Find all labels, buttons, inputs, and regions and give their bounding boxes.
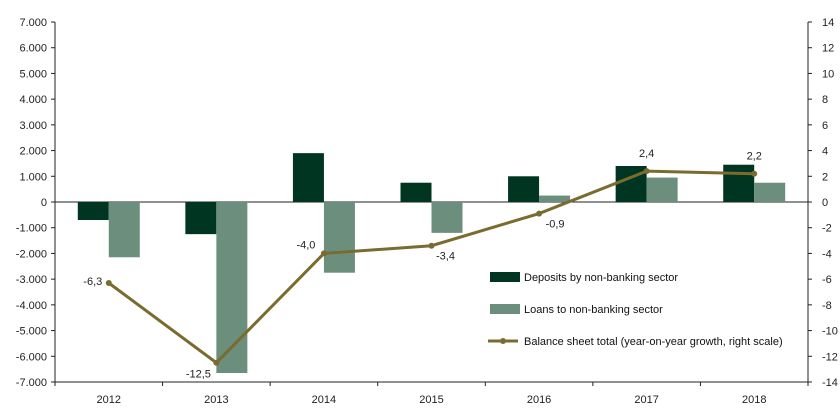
right-tick-label: 12 xyxy=(822,43,834,55)
deposits-bar xyxy=(292,153,324,202)
left-tick-label: 0 xyxy=(41,197,47,209)
balance-sheet-point xyxy=(320,250,327,257)
right-tick-label: -2 xyxy=(822,223,832,235)
right-tick-label: 6 xyxy=(822,120,828,132)
right-axis: 14 12 10 8 6 4 2 0 -2 -4 -6 -8 -10 -12 -14 xyxy=(808,17,838,389)
right-tick-label: -12 xyxy=(822,351,838,363)
right-tick-label: -6 xyxy=(822,274,832,286)
left-tick-label: -4.000 xyxy=(16,300,47,312)
right-tick-label: 8 xyxy=(822,94,828,106)
deposits-bar xyxy=(508,176,540,202)
x-tick-label: 2017 xyxy=(634,394,658,406)
right-tick-label: -10 xyxy=(822,326,838,338)
balance-sheet-data-label: 2,4 xyxy=(639,148,654,160)
left-tick-label: -7.000 xyxy=(16,377,47,389)
loans-bar xyxy=(539,195,571,202)
balance-sheet-point xyxy=(536,210,543,217)
legend: Deposits by non-banking sector Loans to n… xyxy=(484,261,783,355)
legend-item-loans: Loans to non-banking sector xyxy=(524,304,663,316)
loans-bar xyxy=(431,202,463,233)
balance-sheet-point xyxy=(643,168,650,175)
legend-box xyxy=(484,261,782,355)
balance-sheet-point xyxy=(428,242,435,249)
x-tick-label: 2016 xyxy=(527,394,551,406)
right-tick-label: -14 xyxy=(822,377,838,389)
left-tick-label: -5.000 xyxy=(16,326,47,338)
balance-sheet-data-label: -4,0 xyxy=(296,239,315,251)
loans-bar xyxy=(323,202,355,273)
bars xyxy=(77,153,786,373)
legend-swatch xyxy=(490,272,520,282)
deposits-bar xyxy=(77,202,109,220)
loans-bar xyxy=(754,182,786,202)
right-tick-label: 4 xyxy=(822,146,828,158)
left-axis: 7.000 6.000 5.000 4.000 3.000 2.000 1.000 0 -1.0… xyxy=(16,17,55,389)
right-tick-label: 14 xyxy=(822,17,834,29)
right-tick-label: -8 xyxy=(822,300,832,312)
x-axis: 2012 2013 2014 2015 2016 2017 2018 xyxy=(54,382,809,406)
left-tick-label: -3.000 xyxy=(16,274,47,286)
right-tick-label: 0 xyxy=(822,197,828,209)
left-tick-label: 7.000 xyxy=(19,17,47,29)
left-tick-label: 5.000 xyxy=(19,68,47,80)
left-tick-label: 6.000 xyxy=(19,43,47,55)
right-tick-label: 2 xyxy=(822,171,828,183)
left-tick-label: 1.000 xyxy=(19,171,47,183)
x-tick-label: 2013 xyxy=(204,394,228,406)
x-tick-label: 2018 xyxy=(742,394,766,406)
line-series: -6,3 -12,5 -4,0 -3,4 -0,9 2,4 2,2 xyxy=(83,148,762,381)
right-tick-label: -4 xyxy=(822,248,832,260)
left-tick-label: -2.000 xyxy=(16,248,47,260)
left-tick-label: 3.000 xyxy=(19,120,47,132)
loans-bar xyxy=(216,202,248,373)
balance-sheet-data-label: 2,2 xyxy=(747,151,762,163)
deposits-bar xyxy=(723,164,755,202)
x-tick-label: 2014 xyxy=(312,394,336,406)
balance-sheet-point xyxy=(213,359,220,366)
balance-sheet-point xyxy=(751,170,758,177)
balance-sheet-data-label: -3,4 xyxy=(436,251,455,263)
right-tick-label: 10 xyxy=(822,68,834,80)
balance-sheet-point xyxy=(105,280,112,286)
legend-item-deposits: Deposits by non-banking sector xyxy=(524,272,678,284)
legend-swatch xyxy=(490,304,520,314)
deposits-bar xyxy=(185,202,217,235)
x-tick-label: 2015 xyxy=(419,394,443,406)
left-tick-label: 2.000 xyxy=(19,146,47,158)
loans-bar xyxy=(108,202,140,258)
legend-line-marker xyxy=(500,338,506,344)
left-tick-label: -1.000 xyxy=(16,223,47,235)
left-tick-label: -6.000 xyxy=(16,351,47,363)
balance-sheet-data-label: -12,5 xyxy=(186,369,211,381)
balance-sheet-data-label: -0,9 xyxy=(546,219,565,231)
deposits-bar xyxy=(400,182,432,202)
legend-item-balance-sheet: Balance sheet total (year-on-year growth… xyxy=(524,336,783,348)
balance-sheet-data-label: -6,3 xyxy=(83,276,102,288)
loans-bar xyxy=(646,177,678,202)
left-tick-label: 4.000 xyxy=(19,94,47,106)
x-tick-label: 2012 xyxy=(97,394,121,406)
